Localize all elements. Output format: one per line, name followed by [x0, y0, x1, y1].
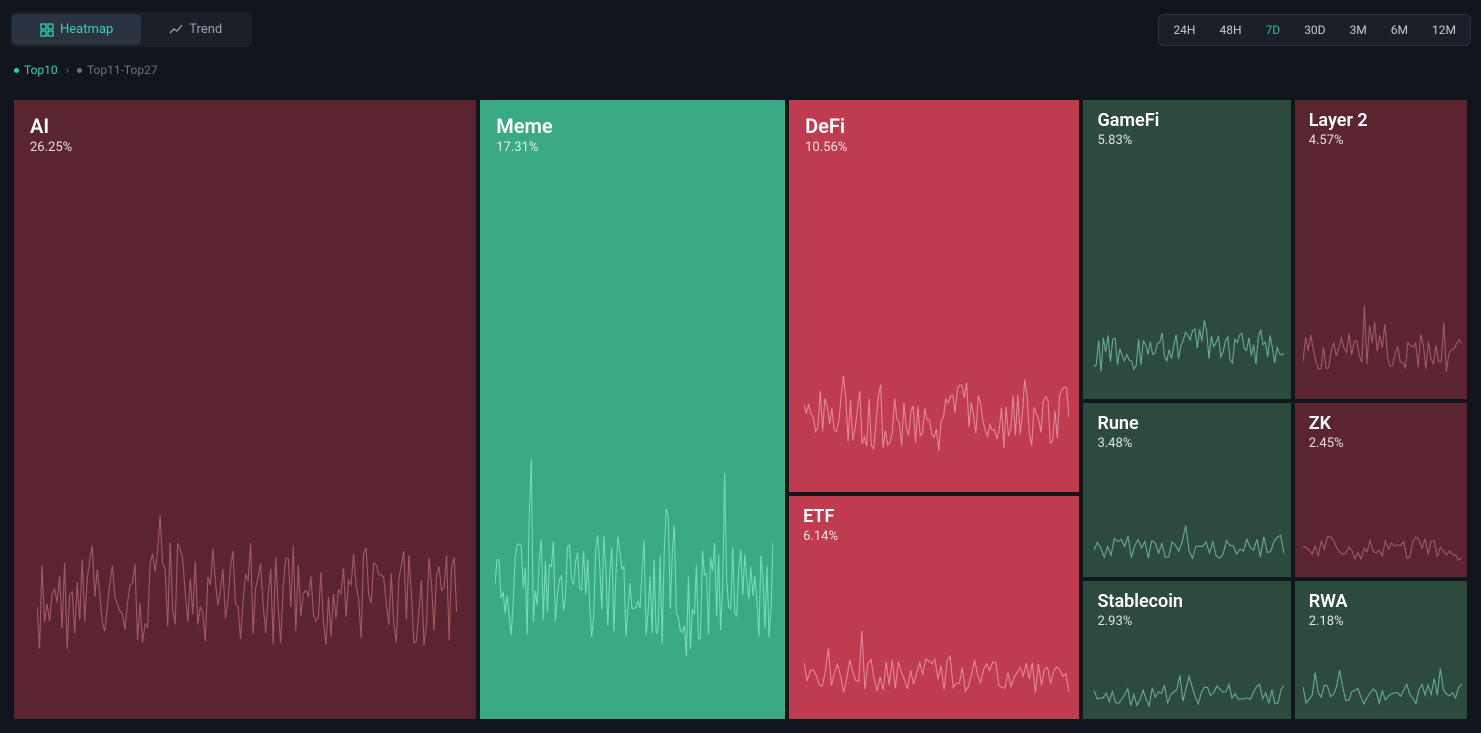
- sparkline: [1303, 504, 1462, 566]
- dot-icon: [14, 68, 19, 73]
- time-btn-6m[interactable]: 6M: [1379, 17, 1420, 43]
- cell-percentage: 17.31%: [496, 140, 769, 155]
- cell-percentage: 3.48%: [1097, 436, 1276, 451]
- heatmap-tab[interactable]: Heatmap: [12, 14, 141, 45]
- trend-tab[interactable]: Trend: [141, 14, 250, 45]
- treemap-cell-stablecoin[interactable]: Stablecoin 2.93%: [1081, 579, 1292, 721]
- breadcrumb-label: Top10: [24, 63, 58, 77]
- treemap-cell-defi[interactable]: DeFi 10.56%: [787, 98, 1081, 494]
- cell-title: AI: [30, 114, 460, 138]
- treemap-cell-rwa[interactable]: RWA 2.18%: [1293, 579, 1469, 721]
- cell-title: RWA: [1309, 591, 1453, 612]
- view-toggle: Heatmap Trend: [10, 12, 252, 47]
- cell-percentage: 6.14%: [803, 529, 1065, 544]
- breadcrumb-label: Top11-Top27: [87, 63, 158, 77]
- cell-percentage: 2.93%: [1097, 614, 1276, 629]
- cell-percentage: 2.45%: [1309, 436, 1453, 451]
- time-btn-7d[interactable]: 7D: [1254, 17, 1293, 43]
- cell-title: Meme: [496, 114, 769, 138]
- sparkline: [1303, 286, 1462, 382]
- cell-title: Layer 2: [1309, 110, 1453, 131]
- heatmap-icon: [40, 23, 54, 37]
- cell-title: GameFi: [1097, 110, 1276, 131]
- treemap-cell-rune[interactable]: Rune 3.48%: [1081, 401, 1292, 579]
- heatmap-tab-label: Heatmap: [60, 22, 113, 37]
- trend-icon: [169, 23, 183, 37]
- trend-tab-label: Trend: [189, 22, 222, 37]
- sparkline: [1094, 504, 1284, 566]
- cell-percentage: 5.83%: [1097, 133, 1276, 148]
- treemap-cell-meme[interactable]: Meme 17.31%: [478, 98, 787, 721]
- sparkline: [1094, 277, 1284, 382]
- cell-title: ZK: [1309, 413, 1453, 434]
- time-btn-12m[interactable]: 12M: [1420, 17, 1468, 43]
- cell-percentage: 2.18%: [1309, 614, 1453, 629]
- time-btn-48h[interactable]: 48H: [1208, 17, 1254, 43]
- top-bar: Heatmap Trend 24H48H7D30D3M6M12M: [0, 0, 1481, 47]
- time-btn-24h[interactable]: 24H: [1161, 17, 1207, 43]
- treemap-cell-gamefi[interactable]: GameFi 5.83%: [1081, 98, 1292, 401]
- time-btn-3m[interactable]: 3M: [1338, 17, 1379, 43]
- sparkline: [804, 612, 1069, 706]
- time-btn-30d[interactable]: 30D: [1292, 17, 1337, 43]
- cell-title: ETF: [803, 506, 1065, 527]
- cell-title: Stablecoin: [1097, 591, 1276, 612]
- cell-percentage: 10.56%: [805, 140, 1063, 155]
- sparkline: [804, 311, 1069, 468]
- cell-percentage: 4.57%: [1309, 133, 1453, 148]
- treemap-cell-ai[interactable]: AI 26.25%: [12, 98, 478, 721]
- treemap: KAITO AI26.25%Meme17.31%DeFi10.56%ETF6.1…: [12, 98, 1469, 721]
- cell-title: Rune: [1097, 413, 1276, 434]
- sparkline: [37, 410, 457, 682]
- breadcrumb: Top10 › Top11-Top27: [0, 47, 1481, 87]
- breadcrumb-item[interactable]: Top11-Top27: [77, 63, 158, 77]
- time-range-selector: 24H48H7D30D3M6M12M: [1158, 14, 1471, 46]
- sparkline: [1094, 658, 1284, 710]
- chevron-right-icon: ›: [66, 64, 69, 77]
- sparkline: [495, 397, 773, 682]
- treemap-cell-layer2[interactable]: Layer 2 4.57%: [1293, 98, 1469, 401]
- treemap-cell-zk[interactable]: ZK 2.45%: [1293, 401, 1469, 579]
- treemap-cell-etf[interactable]: ETF 6.14%: [787, 494, 1081, 721]
- cell-percentage: 26.25%: [30, 140, 460, 155]
- breadcrumb-item[interactable]: Top10: [14, 63, 58, 77]
- cell-title: DeFi: [805, 114, 1063, 138]
- dot-icon: [77, 68, 82, 73]
- sparkline: [1303, 658, 1462, 710]
